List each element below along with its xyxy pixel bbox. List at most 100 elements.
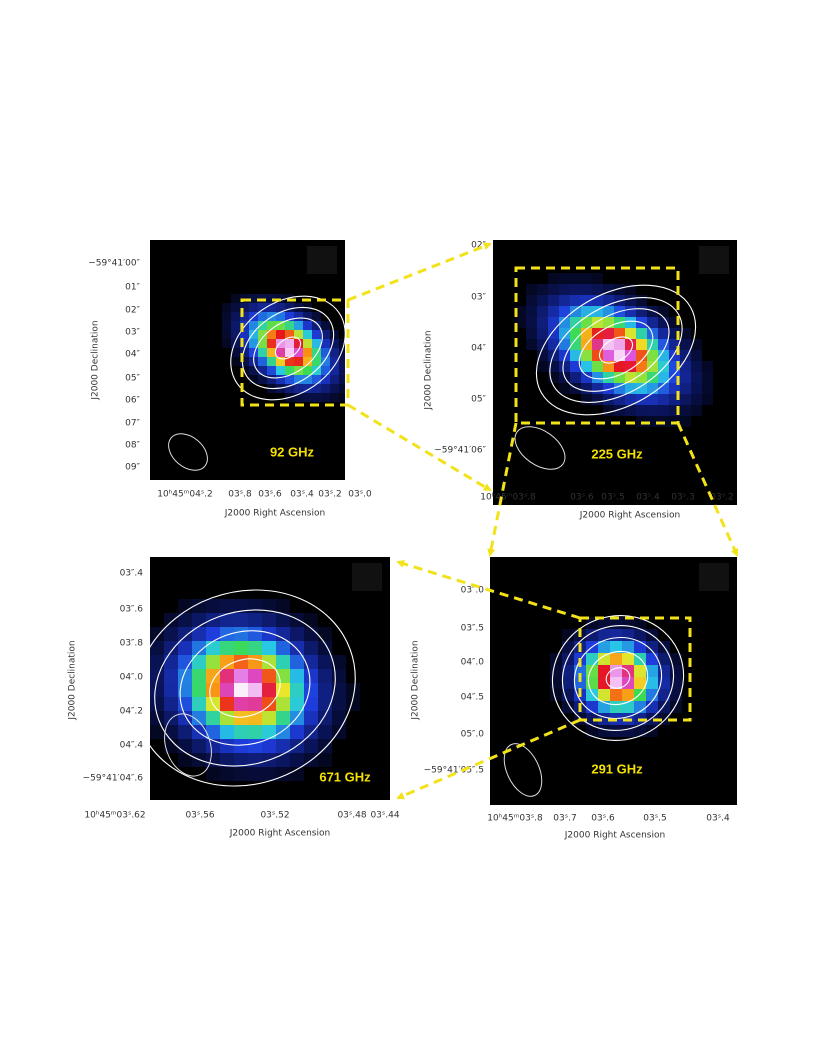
image-pixel	[603, 328, 614, 339]
image-pixel	[303, 348, 312, 357]
image-pixel	[290, 683, 304, 697]
image-pixel	[592, 306, 603, 317]
image-pixel	[581, 273, 592, 284]
image-pixel	[276, 711, 290, 725]
image-pixel	[276, 627, 290, 641]
image-pixel	[304, 739, 318, 753]
image-pixel	[634, 665, 646, 677]
image-pixel	[680, 383, 691, 394]
image-pixel	[658, 306, 669, 317]
image-pixel	[548, 372, 559, 383]
image-pixel	[669, 361, 680, 372]
image-pixel	[702, 372, 713, 383]
image-pixel	[610, 677, 622, 689]
image-pixel	[262, 669, 276, 683]
image-pixel	[248, 613, 262, 627]
image-pixel	[646, 641, 658, 653]
image-pixel	[691, 372, 702, 383]
image-pixel	[248, 725, 262, 739]
image-pixel	[220, 669, 234, 683]
y-tick-label: 01″	[125, 283, 140, 293]
image-pixel	[312, 357, 321, 366]
frequency-label: 291 GHz	[591, 761, 643, 776]
image-pixel	[702, 394, 713, 405]
image-pixel	[304, 725, 318, 739]
image-pixel	[304, 627, 318, 641]
x-tick-label: 03ˢ.44	[370, 811, 399, 821]
image-pixel	[267, 321, 276, 330]
image-pixel	[610, 653, 622, 665]
image-pixel	[164, 641, 178, 655]
image-pixel	[515, 317, 526, 328]
zoom-arrow	[676, 422, 739, 557]
image-pixel	[592, 372, 603, 383]
image-pixel	[332, 655, 346, 669]
contour	[578, 320, 654, 380]
image-pixel	[164, 613, 178, 627]
image-pixel	[234, 599, 248, 613]
image-pixel	[249, 303, 258, 312]
image-pixel	[285, 321, 294, 330]
image-pixel	[240, 312, 249, 321]
image-pixel	[548, 306, 559, 317]
y-tick-label: 08″	[125, 441, 140, 451]
image-pixel	[164, 669, 178, 683]
y-tick-label: 04″.0	[120, 673, 144, 683]
image-pixel	[318, 753, 332, 767]
image-pixel	[548, 284, 559, 295]
image-pixel	[625, 361, 636, 372]
image-pixel	[294, 357, 303, 366]
image-pixel	[220, 641, 234, 655]
image-pixel	[526, 284, 537, 295]
image-pixel	[249, 330, 258, 339]
contour	[253, 317, 323, 379]
image-pixel	[294, 384, 303, 393]
image-pixel	[258, 348, 267, 357]
y-tick-label: 04″.4	[120, 741, 144, 751]
image-pixel	[559, 295, 570, 306]
image-pixel	[164, 627, 178, 641]
y-tick-label: 04″.2	[120, 707, 143, 717]
image-pixel	[562, 701, 574, 713]
image-pixel	[669, 372, 680, 383]
image-pixel	[150, 711, 164, 725]
image-pixel	[206, 641, 220, 655]
image-pixel	[625, 383, 636, 394]
beam	[164, 713, 212, 777]
image-pixel	[234, 711, 248, 725]
image-pixel	[178, 753, 192, 767]
image-pixel	[276, 697, 290, 711]
image-pixel	[248, 599, 262, 613]
image-pixel	[636, 328, 647, 339]
image-pixel	[321, 393, 330, 402]
image-pixel	[206, 599, 220, 613]
image-pixel	[318, 725, 332, 739]
image-pixel	[321, 375, 330, 384]
image-pixel	[240, 357, 249, 366]
frequency-label: 225 GHz	[591, 446, 643, 461]
image-pixel	[570, 361, 581, 372]
image-pixel	[658, 689, 670, 701]
image-pixel	[598, 677, 610, 689]
image-pixel	[262, 725, 276, 739]
image-pixel	[614, 383, 625, 394]
image-pixel	[537, 284, 548, 295]
image-pixel	[294, 348, 303, 357]
image-pixel	[614, 394, 625, 405]
image-pixel	[603, 405, 614, 416]
image-pixel	[318, 739, 332, 753]
image-pixel	[586, 653, 598, 665]
image-pixel	[647, 394, 658, 405]
image-pixel	[276, 357, 285, 366]
image-pixel	[586, 677, 598, 689]
image-pixel	[581, 284, 592, 295]
image-pixel	[312, 330, 321, 339]
image-pixel	[548, 361, 559, 372]
image-pixel	[658, 383, 669, 394]
y-axis-label: J2000 Declination	[424, 330, 434, 410]
image-pixel	[192, 641, 206, 655]
contour	[134, 589, 356, 787]
image-pixel	[267, 366, 276, 375]
image-pixel	[262, 683, 276, 697]
image-pixel	[680, 394, 691, 405]
